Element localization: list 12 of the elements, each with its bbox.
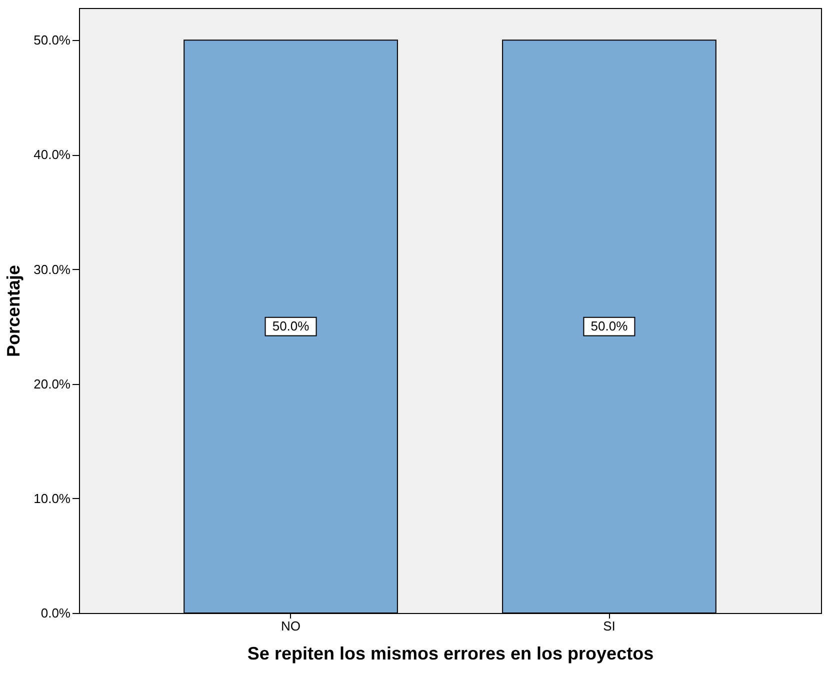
data-label: 50.0% <box>272 318 310 334</box>
y-axis-title: Porcentaje <box>4 264 24 358</box>
data-label: 50.0% <box>590 318 628 334</box>
x-tick-label: SI <box>603 618 616 634</box>
y-tick-label: 30.0% <box>34 262 71 277</box>
y-tick-label: 20.0% <box>34 376 71 392</box>
y-tick-label: 40.0% <box>34 147 71 162</box>
x-tick-label: NO <box>281 618 301 634</box>
y-tick-label: 0.0% <box>40 606 71 620</box>
y-tick-label: 50.0% <box>34 32 71 48</box>
x-axis-title: Se repiten los mismos errores en los proyectos <box>247 644 654 664</box>
y-tick-label: 10.0% <box>34 490 71 506</box>
